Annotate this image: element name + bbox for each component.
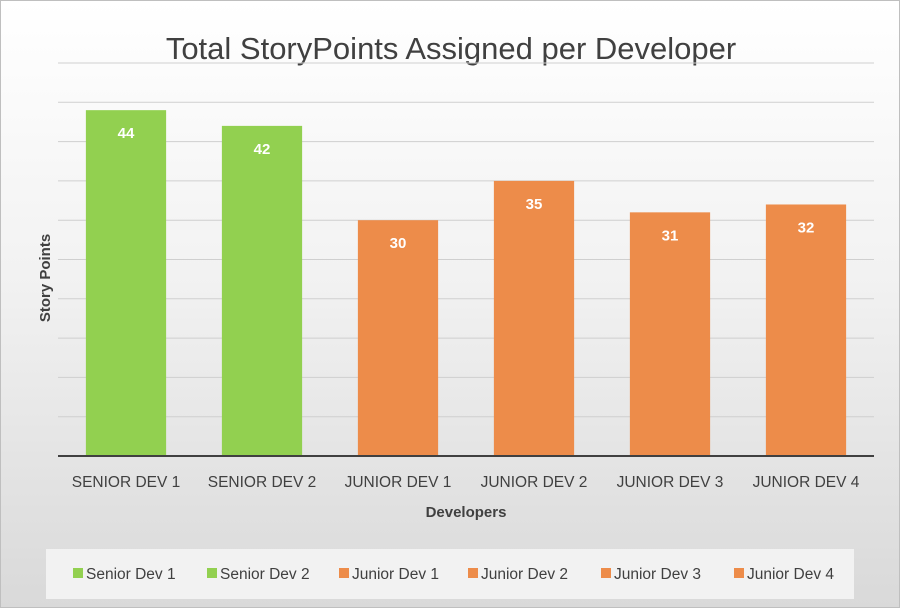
legend-label: Senior Dev 2 [220, 566, 310, 583]
data-label: 32 [798, 219, 815, 236]
x-tick-labels: SENIOR DEV 1 SENIOR DEV 2 JUNIOR DEV 1 JUNI… [72, 474, 860, 491]
x-tick-label: SENIOR DEV 2 [208, 474, 317, 491]
data-label: 42 [254, 141, 271, 158]
x-tick-label: JUNIOR DEV 1 [345, 474, 452, 491]
legend-label: Junior Dev 3 [614, 566, 701, 583]
legend-swatch [734, 568, 744, 578]
gridlines [58, 62, 874, 418]
bar [221, 125, 303, 456]
data-label: 30 [390, 235, 407, 252]
bar [85, 110, 167, 456]
bar [493, 180, 575, 456]
legend-label: Junior Dev 2 [481, 566, 568, 583]
bar [629, 212, 711, 456]
legend-swatch [468, 568, 478, 578]
data-label: 44 [118, 125, 135, 142]
bar [765, 204, 847, 456]
data-label: 31 [662, 227, 679, 244]
bar [357, 220, 439, 456]
x-tick-label: JUNIOR DEV 4 [753, 474, 860, 491]
chart-title: Total StoryPoints Assigned per Developer [166, 31, 736, 66]
x-tick-label: JUNIOR DEV 2 [481, 474, 588, 491]
data-label: 35 [526, 196, 543, 213]
legend-label: Senior Dev 1 [86, 566, 176, 583]
legend-label: Junior Dev 4 [747, 566, 834, 583]
legend-label: Junior Dev 1 [352, 566, 439, 583]
x-axis-title: Developers [426, 504, 507, 521]
legend-swatch [207, 568, 217, 578]
x-tick-label: JUNIOR DEV 3 [617, 474, 724, 491]
bars: 44 42 30 35 31 32 [85, 110, 847, 456]
x-tick-label: SENIOR DEV 1 [72, 474, 181, 491]
y-axis-title: Story Points [37, 234, 54, 322]
legend-items: Senior Dev 1 Senior Dev 2 Junior Dev 1 Juni… [73, 566, 834, 583]
legend [46, 549, 854, 599]
legend-swatch [339, 568, 349, 578]
legend-swatch [73, 568, 83, 578]
legend-swatch [601, 568, 611, 578]
